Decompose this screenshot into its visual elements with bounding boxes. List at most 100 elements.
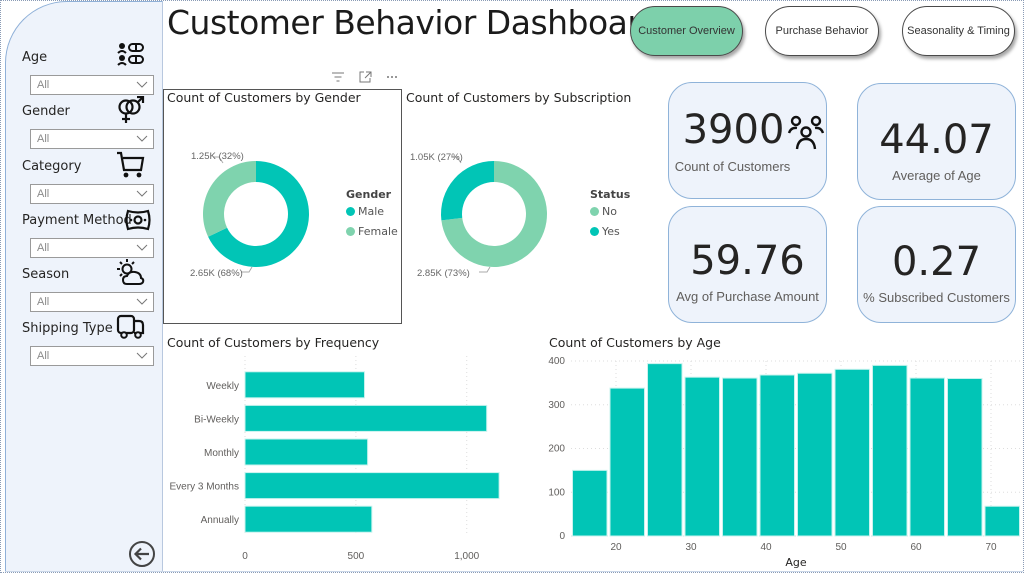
gender-chart-panel[interactable]: [163, 89, 402, 324]
subscription-legend-title: Status: [590, 188, 631, 201]
frequency-chart-title: Count of Customers by Frequency: [167, 335, 380, 350]
nav-label: Customer Overview: [638, 25, 735, 37]
age-bar[interactable]: [759, 374, 795, 537]
x-tick-label: 60: [910, 542, 922, 553]
x-tick-label: 500: [348, 551, 365, 562]
bar-bi-weekly[interactable]: [244, 404, 488, 432]
chevron-down-icon: [136, 190, 148, 197]
bar-monthly[interactable]: [244, 438, 369, 466]
kpi-card-count-customers: 3900 Count of Customers: [668, 82, 827, 199]
legend-label: Yes: [602, 225, 620, 238]
dropdown-value: All: [37, 350, 50, 362]
visual-header-toolbar: [331, 69, 401, 85]
category-dropdown[interactable]: All: [30, 184, 154, 204]
age-bar[interactable]: [647, 363, 683, 537]
season-dropdown[interactable]: All: [30, 292, 154, 312]
gender-slice-male[interactable]: [208, 161, 309, 267]
delivery-truck-icon: [116, 314, 145, 339]
y-category-label: Bi-Weekly: [194, 414, 239, 425]
y-category-label: Every 3 Months: [170, 482, 239, 493]
leader-line: [241, 266, 253, 273]
kpi-value: 44.07: [879, 117, 994, 163]
page-title: Customer Behavior Dashboard: [167, 3, 661, 42]
shipping-type-dropdown[interactable]: All: [30, 346, 154, 366]
legend-dot: [346, 207, 355, 216]
female-data-label: 1.25K (32%): [191, 151, 244, 163]
nav-label: Seasonality & Timing: [907, 25, 1010, 37]
subscription-slice-no[interactable]: [441, 161, 547, 267]
age-bar[interactable]: [684, 376, 720, 537]
subscription-chart-title: Count of Customers by Subscription: [406, 90, 632, 105]
y-category-label: Weekly: [206, 381, 239, 392]
chevron-down-icon: [136, 352, 148, 359]
leader-line: [479, 266, 491, 273]
no-data-label: 2.85K (73%): [417, 268, 470, 279]
bar-every-3-months[interactable]: [244, 472, 500, 500]
bar-weekly[interactable]: [244, 371, 366, 399]
x-tick-label: 20: [610, 542, 622, 553]
x-tick-label: 0: [242, 551, 248, 562]
gender-slice-female[interactable]: [203, 161, 256, 237]
kpi-value: 59.76: [690, 238, 805, 284]
gender-legend-title: Gender: [346, 188, 392, 201]
bottom-border: [5, 571, 1023, 572]
x-tick-label: 1,000: [454, 551, 479, 562]
filter-label: Shipping Type: [22, 321, 113, 336]
y-tick-label: 300: [548, 400, 565, 411]
filter-label: Category: [22, 159, 82, 174]
age-bar[interactable]: [609, 387, 645, 537]
chevron-down-icon: [136, 135, 148, 142]
people-icon: [787, 115, 825, 150]
nav-seasonality-timing-button[interactable]: Seasonality & Timing: [902, 6, 1015, 56]
age-bar[interactable]: [909, 377, 945, 537]
more-options-icon[interactable]: [385, 71, 399, 83]
legend-item-female[interactable]: Female: [346, 225, 398, 238]
age-bar[interactable]: [984, 505, 1020, 537]
frequency-bar-chart: 0 500 1,000 Weekly Bi-Weekly Monthly Every 3 M…: [170, 356, 500, 562]
legend-item-no[interactable]: No: [590, 205, 617, 218]
age-bar[interactable]: [797, 372, 833, 537]
x-tick-label: 50: [835, 542, 847, 553]
x-axis-title: Age: [785, 556, 807, 569]
focus-mode-icon[interactable]: [358, 71, 372, 83]
leader-line: [451, 156, 462, 164]
filter-label: Gender: [22, 104, 70, 119]
nav-purchase-behavior-button[interactable]: Purchase Behavior: [765, 6, 879, 56]
nav-customer-overview-button[interactable]: Customer Overview: [630, 6, 743, 56]
gender-icon: [118, 96, 145, 123]
legend-item-male[interactable]: Male: [346, 205, 384, 218]
subscription-slice-yes[interactable]: [441, 161, 494, 221]
shopping-cart-icon: [117, 151, 145, 178]
kpi-card-average-age: 44.07 Average of Age: [857, 83, 1016, 200]
filter-sidebar: Age All Gender All: [5, 1, 163, 571]
age-dropdown[interactable]: All: [30, 75, 154, 95]
kpi-label: % Subscribed Customers: [863, 290, 1010, 305]
payment-method-dropdown[interactable]: All: [30, 238, 154, 258]
legend-dot: [346, 227, 355, 236]
gender-donut-chart: [203, 156, 309, 273]
age-bar[interactable]: [834, 368, 870, 537]
dropdown-value: All: [37, 79, 50, 91]
filter-label: Payment Method: [22, 213, 132, 228]
filter-icon[interactable]: [331, 71, 345, 83]
age-bar[interactable]: [572, 469, 608, 537]
legend-label: Female: [358, 225, 398, 238]
bar-annually[interactable]: [244, 505, 373, 533]
legend-label: Male: [358, 205, 385, 218]
cash-icon: [125, 209, 151, 231]
back-arrow-button[interactable]: [128, 540, 156, 568]
kpi-value: 0.27: [891, 239, 982, 285]
age-group-icon: [117, 43, 144, 66]
x-tick-label: 70: [985, 542, 997, 553]
kpi-value: 3900: [682, 107, 785, 153]
age-bar[interactable]: [722, 377, 758, 537]
legend-item-yes[interactable]: Yes: [590, 225, 620, 238]
age-bar[interactable]: [947, 378, 983, 537]
age-column-chart: 0 100 200 300 400 20 30 40 50 60 70 Age: [548, 356, 1021, 569]
age-bar[interactable]: [872, 364, 908, 537]
data-label-text: 1.25K (32%): [191, 151, 244, 162]
y-category-label: Monthly: [204, 448, 239, 459]
gender-dropdown[interactable]: All: [30, 129, 154, 149]
kpi-label: Avg of Purchase Amount: [676, 289, 819, 304]
